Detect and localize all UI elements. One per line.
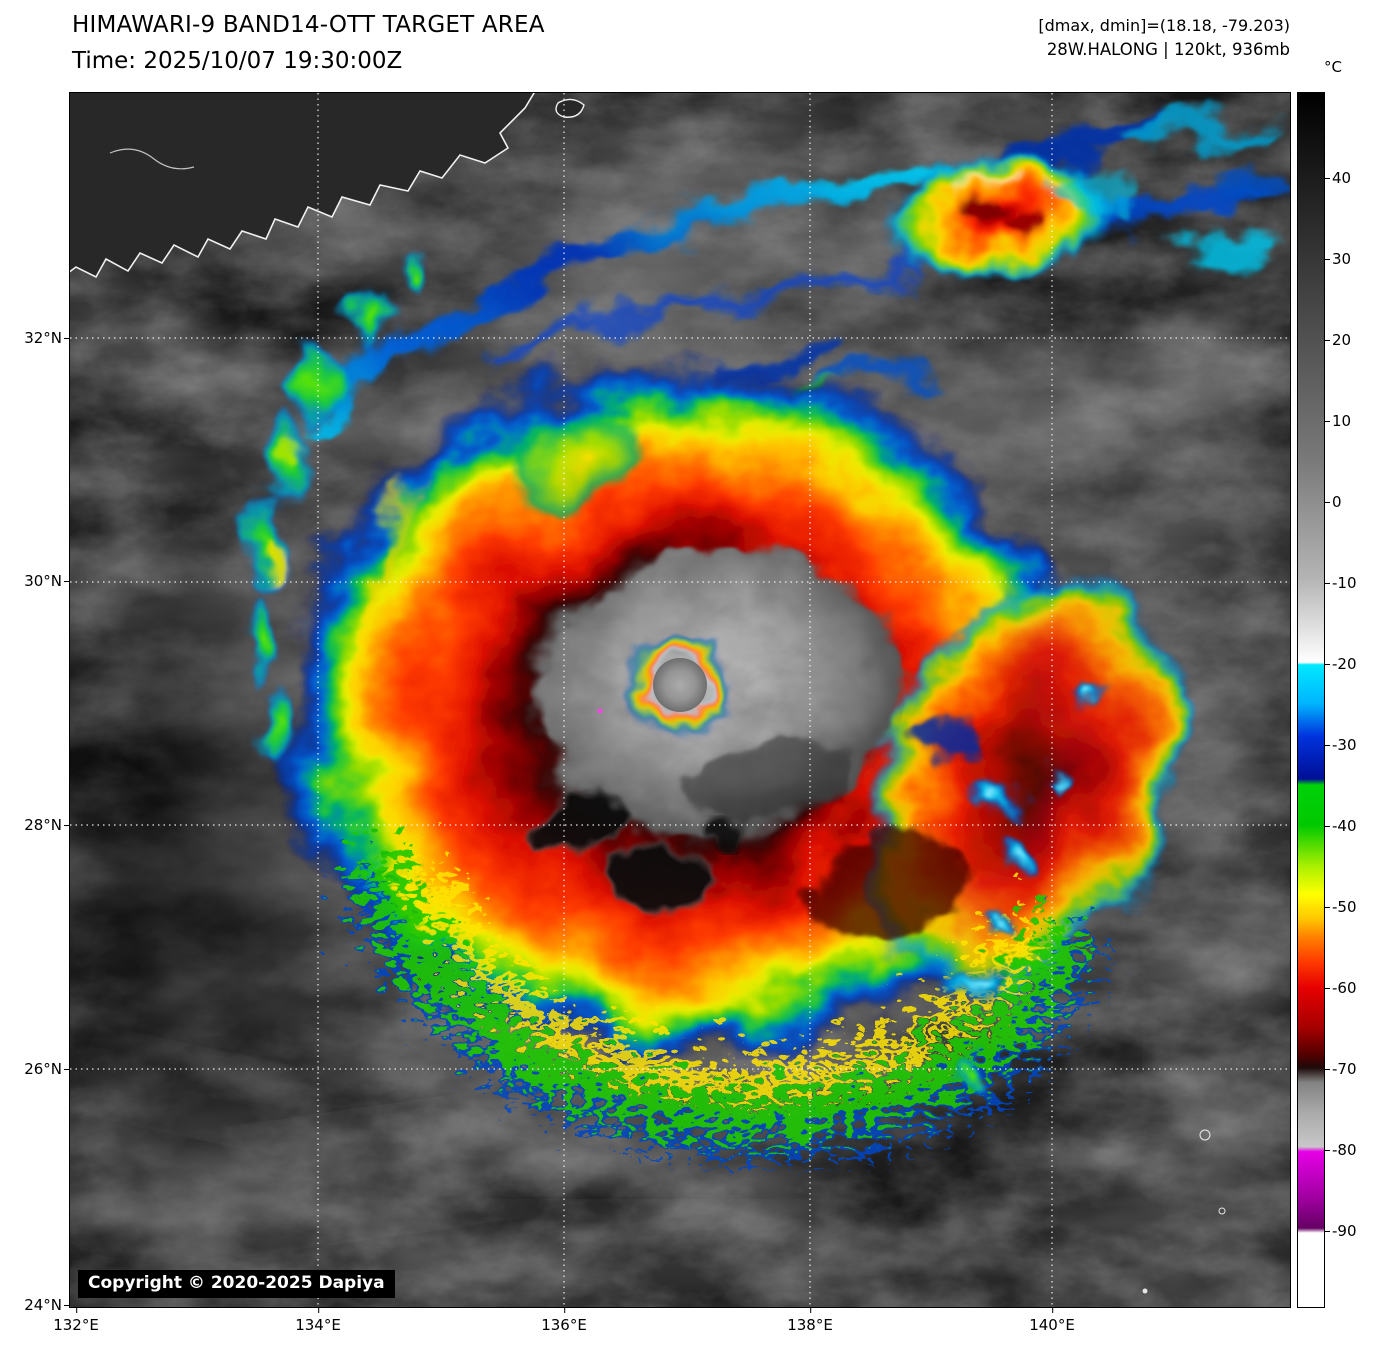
longitude-label: 138°E [787,1307,833,1334]
colorbar-tick-label: -40 [1324,817,1357,835]
west-rainband-patches [242,251,431,765]
colorbar-tick-label: 40 [1323,169,1352,187]
time-label: Time: 2025/10/07 19:30:00Z [72,48,403,74]
colorbar-tick-label: -10 [1324,574,1357,592]
latitude-label: 30°N [6,572,70,590]
longitude-label: 140°E [1029,1307,1075,1334]
latitude-label: 24°N [6,1296,70,1314]
latitude-label: 28°N [6,816,70,834]
colorbar-tick-label: 20 [1323,331,1352,349]
satellite-map: Copyright © 2020-2025 Dapiya [70,93,1290,1307]
colorbar-tick-label: -60 [1324,979,1357,997]
eyewall [597,623,742,747]
colorbar-tick-label: -90 [1324,1222,1357,1240]
colorbar [1298,93,1324,1307]
satellite-image [70,93,1290,1307]
colorbar-tick-label: -30 [1324,736,1357,754]
colorbar-tick-label: 30 [1323,250,1352,268]
storm-info-label: 28W.HALONG | 120kt, 936mb [1046,40,1290,59]
longitude-label: 132°E [53,1307,99,1334]
colorbar-tick-label: -70 [1324,1060,1357,1078]
colorbar-tick-label: -50 [1324,898,1357,916]
latitude-label: 32°N [6,329,70,347]
colorbar-tick-label: -20 [1324,655,1357,673]
small-contours [1142,1129,1226,1294]
convective-cell-northeast [885,153,1132,277]
celsius-unit-label: °C [1324,58,1342,76]
typhoon-eye [653,658,707,712]
copyright-badge: Copyright © 2020-2025 Dapiya [78,1270,395,1298]
colorbar-tick-label: 10 [1323,412,1352,430]
longitude-label: 136°E [541,1307,587,1334]
east-rainband-patches [914,680,1112,1088]
longitude-label: 134°E [295,1307,341,1334]
coastline [70,93,585,279]
dmax-dmin-label: [dmax, dmin]=(18.18, -79.203) [1038,16,1290,35]
page-title: HIMAWARI-9 BAND14-OTT TARGET AREA [72,12,545,38]
colorbar-tick-label: 0 [1324,493,1342,511]
latitude-label: 26°N [6,1060,70,1078]
colorbar-tick-label: -80 [1324,1141,1357,1159]
